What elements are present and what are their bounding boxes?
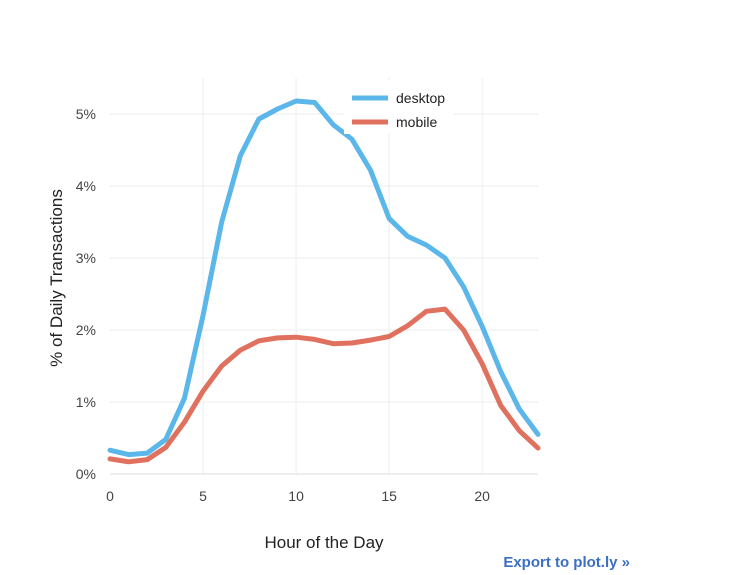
x-tick-label: 10 [288, 488, 304, 504]
x-tick-label: 20 [474, 488, 490, 504]
legend[interactable]: desktop mobile [344, 80, 454, 134]
series-line-mobile [107, 306, 541, 465]
x-axis-title: Hour of the Day [264, 533, 384, 552]
x-tick-label: 5 [199, 488, 207, 504]
x-tick-label: 15 [381, 488, 397, 504]
legend-label-desktop[interactable]: desktop [396, 90, 445, 106]
y-tick-label: 2% [76, 322, 96, 338]
export-to-plotly-link[interactable]: Export to plot.ly » [503, 554, 630, 571]
y-tick-label: 4% [76, 178, 96, 194]
legend-background [344, 80, 454, 134]
series-lines [107, 98, 541, 465]
y-tick-label: 1% [76, 394, 96, 410]
y-tick-label: 5% [76, 106, 96, 122]
series-line-desktop [107, 98, 541, 458]
x-tick-label: 0 [106, 488, 114, 504]
gridlines [110, 78, 538, 475]
axis-ticks: 0 5 10 15 20 0% 1% 2% 3% 4% 5% [76, 106, 490, 504]
legend-label-mobile[interactable]: mobile [396, 114, 437, 130]
y-axis-title: % of Daily Transactions [47, 189, 66, 367]
y-tick-label: 3% [76, 250, 96, 266]
y-tick-label: 0% [76, 466, 96, 482]
